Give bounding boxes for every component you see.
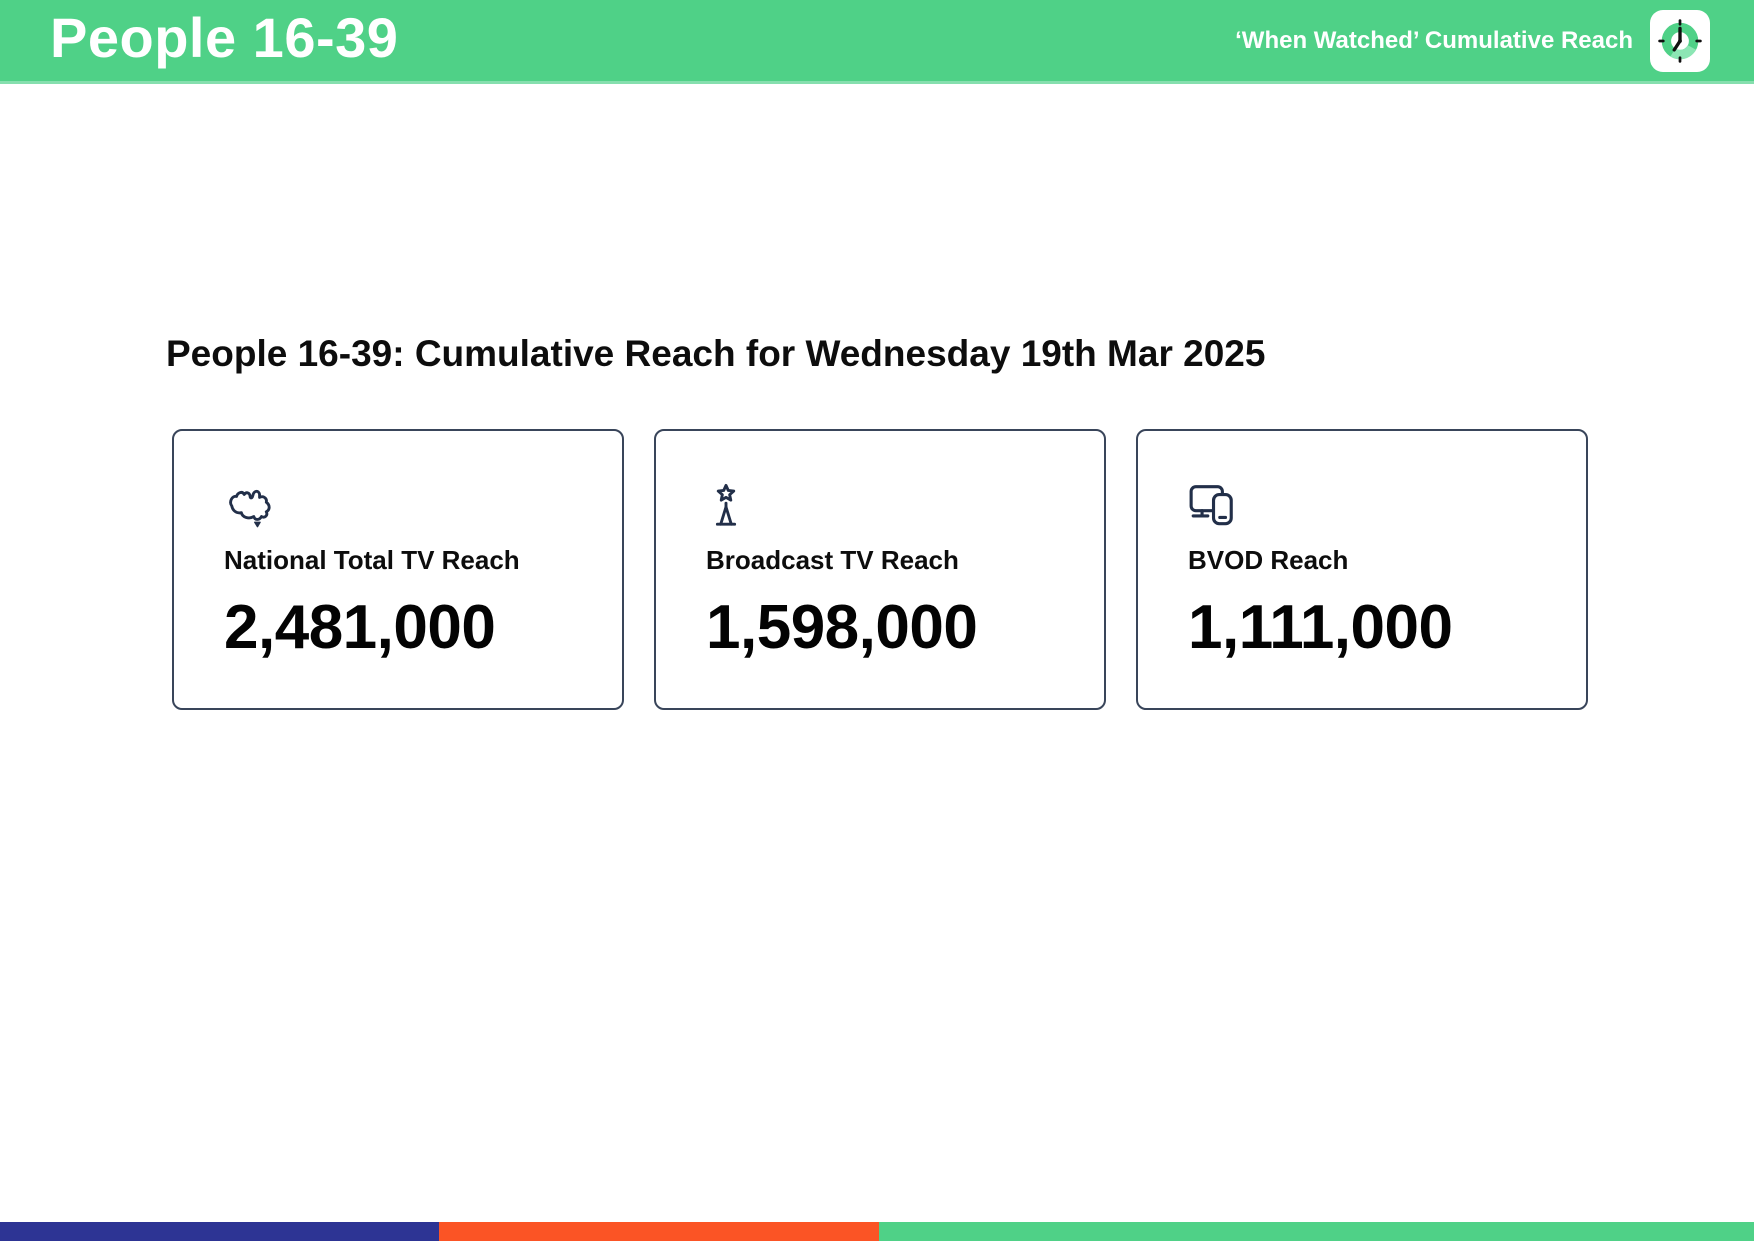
stat-card-broadcast-tv: Broadcast TV Reach 1,598,000 <box>654 429 1106 710</box>
footer-accent-bar <box>0 1222 1754 1241</box>
stat-cards-row: National Total TV Reach 2,481,000 Broadc… <box>172 429 1754 710</box>
australia-map-icon <box>229 489 271 528</box>
stat-value: 2,481,000 <box>224 593 496 662</box>
header-right-group: ‘When Watched’ Cumulative Reach <box>1235 9 1710 72</box>
stat-label: National Total TV Reach <box>224 545 520 575</box>
broadcast-tower-icon <box>715 483 737 526</box>
footer-segment-blue <box>0 1222 439 1241</box>
devices-icon <box>1189 485 1233 526</box>
footer-segment-green <box>878 1222 1754 1241</box>
stat-label: Broadcast TV Reach <box>706 545 959 575</box>
stat-label: BVOD Reach <box>1188 545 1349 575</box>
clock-icon <box>1658 18 1702 63</box>
app-title: People 16-39 <box>50 5 399 69</box>
page-heading: People 16-39: Cumulative Reach for Wedne… <box>166 333 1266 374</box>
header-subtitle: ‘When Watched’ Cumulative Reach <box>1235 26 1633 54</box>
main-content: People 16-39: Cumulative Reach for Wedne… <box>0 332 1754 710</box>
stat-value: 1,598,000 <box>706 593 978 662</box>
footer-segment-orange <box>438 1222 879 1241</box>
stat-value: 1,111,000 <box>1188 593 1453 662</box>
stat-card-national-total-tv: National Total TV Reach 2,481,000 <box>172 429 624 710</box>
app-logo-box <box>1650 9 1710 72</box>
app-header: People 16-39 ‘When Watched’ Cumulative R… <box>0 0 1754 84</box>
stat-card-bvod: BVOD Reach 1,111,000 <box>1136 429 1588 710</box>
